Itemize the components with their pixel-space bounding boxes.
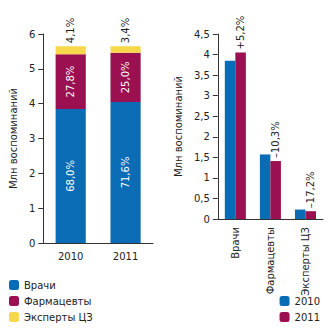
svg-text:4,1%: 4,1% (65, 18, 76, 43)
svg-text:3: 3 (29, 133, 35, 144)
svg-text:Врачи: Врачи (24, 280, 56, 291)
svg-text:2,5: 2,5 (194, 111, 210, 122)
svg-text:4,5: 4,5 (194, 29, 210, 40)
svg-text:71,6%: 71,6% (120, 157, 131, 189)
svg-text:2: 2 (203, 131, 209, 142)
svg-text:1: 1 (29, 203, 35, 214)
svg-text:Эксперты ЦЗ: Эксперты ЦЗ (24, 312, 93, 323)
svg-text:2010: 2010 (295, 296, 320, 307)
svg-text:27,8%: 27,8% (65, 66, 76, 98)
svg-text:Врачи: Врачи (230, 227, 241, 259)
svg-text:–17,2%: –17,2% (305, 171, 316, 208)
svg-text:5: 5 (29, 63, 35, 74)
svg-text:25,0%: 25,0% (120, 61, 131, 93)
svg-text:3,4%: 3,4% (120, 18, 131, 43)
svg-text:6: 6 (29, 29, 35, 40)
svg-text:4: 4 (203, 49, 209, 60)
svg-text:2010: 2010 (58, 251, 83, 262)
svg-text:–10,3%: –10,3% (270, 121, 281, 158)
svg-text:2011: 2011 (295, 312, 320, 323)
svg-text:Млн воспоминаний: Млн воспоминаний (173, 76, 184, 177)
svg-text:Млн воспоминаний: Млн воспоминаний (8, 88, 19, 189)
svg-text:1,5: 1,5 (194, 152, 210, 163)
svg-text:0,5: 0,5 (194, 193, 210, 204)
svg-text:4: 4 (29, 98, 35, 109)
svg-text:+5,2%: +5,2% (235, 16, 246, 50)
svg-text:68,0%: 68,0% (65, 160, 76, 192)
svg-text:Фармацевты: Фармацевты (265, 227, 276, 294)
svg-text:0: 0 (29, 238, 35, 249)
svg-text:3,5: 3,5 (194, 70, 210, 81)
svg-text:0: 0 (203, 214, 209, 225)
svg-text:Эксперты ЦЗ: Эксперты ЦЗ (300, 227, 311, 296)
svg-text:2011: 2011 (113, 251, 138, 262)
svg-text:Фармацевты: Фармацевты (24, 296, 91, 307)
svg-text:3: 3 (203, 90, 209, 101)
svg-text:2: 2 (29, 168, 35, 179)
svg-text:1: 1 (203, 172, 209, 183)
